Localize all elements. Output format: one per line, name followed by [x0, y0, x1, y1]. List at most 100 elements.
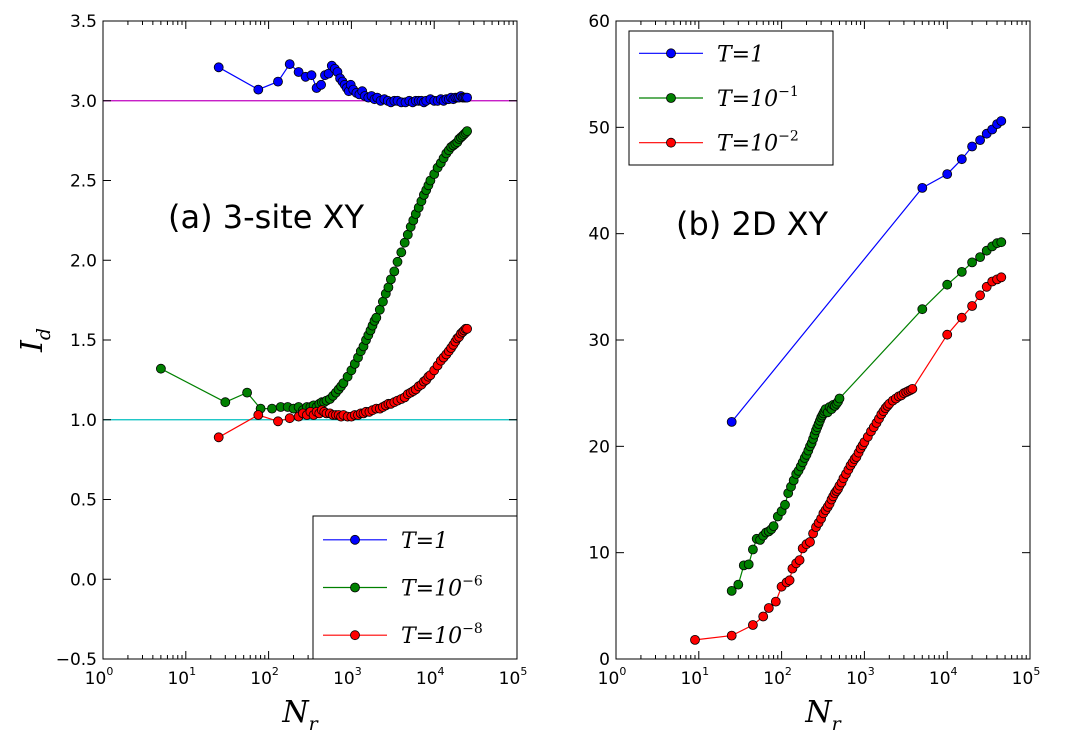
- panel-b-series: [690, 116, 1007, 645]
- y-tick-label: 0: [599, 650, 610, 670]
- legend-marker: [350, 630, 360, 641]
- legend-entry: T=10−8: [401, 621, 483, 649]
- panel-a-chart: 100 101 102 103 104 105 −0.5 0.0 0.5 1.0 1.5 2.0 2.5…: [15, 12, 527, 735]
- legend-entry: T=1: [717, 42, 764, 67]
- data-point: [748, 544, 758, 555]
- legend-marker: [666, 93, 676, 103]
- panel-b-ticks: 100 101 102 103 104 105 0 10 20 30 40 50 60: [588, 12, 1040, 689]
- legend-marker: [666, 48, 676, 59]
- y-tick-label: 3.5: [70, 12, 97, 32]
- legend-entry: T=1: [401, 529, 448, 554]
- x-tick-label: 105: [1012, 665, 1041, 689]
- data-point: [306, 70, 317, 81]
- data-point: [316, 79, 327, 90]
- data-point: [956, 266, 967, 277]
- data-point: [273, 76, 283, 87]
- panel-a-series: [155, 59, 473, 443]
- legend-marker: [666, 137, 676, 148]
- panel-b-x-axis-label: Nr: [804, 695, 842, 735]
- x-tick-label: 101: [167, 665, 196, 689]
- data-point: [907, 383, 918, 394]
- data-point: [770, 596, 781, 607]
- data-point: [834, 393, 845, 404]
- data-point: [942, 169, 953, 180]
- data-point: [726, 630, 737, 641]
- panel-a-title: (a) 3-site XY: [168, 198, 365, 236]
- data-point: [220, 397, 231, 408]
- data-point: [956, 312, 967, 323]
- y-tick-label: 1.5: [70, 331, 97, 351]
- legend-marker: [350, 582, 360, 593]
- x-tick-label: 100: [85, 665, 114, 689]
- data-point: [726, 416, 737, 427]
- data-point: [253, 84, 264, 95]
- y-tick-label: 30: [588, 331, 610, 351]
- data-point: [389, 266, 400, 277]
- data-point: [967, 257, 977, 268]
- data-point: [967, 141, 977, 152]
- data-point: [942, 329, 953, 340]
- data-point: [690, 635, 700, 645]
- y-tick-label: 60: [588, 12, 610, 32]
- x-tick-label: 103: [846, 665, 875, 689]
- panel-b-chart: 100 101 102 103 104 105 0 10 20 30 40 50 60 (b) 2D X…: [588, 12, 1040, 735]
- y-tick-label: 20: [588, 437, 610, 457]
- y-tick-label: 1.0: [70, 411, 97, 431]
- data-point: [462, 126, 473, 137]
- data-point: [462, 323, 473, 334]
- data-point: [743, 559, 754, 570]
- legend-entry: T=10−1: [717, 84, 799, 112]
- panel-a-y-axis-label: Id: [15, 328, 55, 353]
- x-tick-label: 101: [680, 665, 709, 689]
- y-tick-label: 40: [588, 225, 610, 245]
- series-line-1: [731, 241, 1002, 592]
- data-point: [155, 363, 166, 374]
- panel-a-legend: T=1 T=10−6 T=10−8: [312, 515, 518, 660]
- y-tick-label: 0.5: [70, 491, 97, 511]
- data-point: [975, 290, 985, 301]
- data-point: [942, 279, 953, 290]
- data-point: [273, 416, 283, 427]
- data-point: [956, 154, 967, 165]
- y-tick-label: 50: [588, 118, 610, 138]
- series-line-1: [160, 130, 468, 411]
- panel-a-x-axis-label: Nr: [281, 695, 319, 735]
- legend-entry: T=10−6: [401, 574, 483, 602]
- data-point: [780, 499, 790, 510]
- legend-entry: T=10−2: [717, 129, 799, 157]
- x-tick-label: 102: [250, 665, 279, 689]
- data-point: [967, 301, 977, 311]
- data-point: [284, 59, 295, 69]
- x-tick-label: 102: [763, 665, 792, 689]
- legend-marker: [350, 534, 360, 545]
- data-point: [733, 579, 744, 590]
- y-tick-label: 10: [588, 544, 610, 564]
- data-point: [784, 575, 795, 586]
- data-point: [917, 304, 928, 315]
- data-point: [996, 237, 1007, 248]
- x-tick-label: 103: [333, 665, 362, 689]
- panel-a-ticks: 100 101 102 103 104 105 −0.5 0.0 0.5 1.0 1.5 2.0 2.5…: [56, 12, 528, 689]
- data-point: [242, 387, 253, 398]
- data-point: [371, 312, 382, 323]
- panel-b-legend: T=1 T=10−1 T=10−2: [628, 30, 834, 166]
- panel-b-title: (b) 2D XY: [676, 205, 829, 243]
- data-point: [975, 135, 985, 146]
- data-point: [768, 521, 779, 531]
- x-tick-label: 105: [499, 665, 528, 689]
- y-tick-label: 2.5: [70, 172, 97, 192]
- y-tick-label: 2.0: [70, 251, 97, 271]
- data-point: [758, 611, 769, 622]
- data-point: [763, 603, 774, 613]
- data-point: [267, 403, 277, 414]
- y-tick-label: −0.5: [56, 650, 97, 670]
- data-point: [996, 116, 1007, 126]
- data-point: [253, 410, 264, 420]
- data-point: [726, 586, 737, 596]
- data-point: [284, 413, 295, 424]
- data-point: [213, 62, 224, 73]
- data-point: [917, 182, 928, 193]
- y-tick-label: 3.0: [70, 92, 97, 112]
- data-point: [794, 555, 805, 565]
